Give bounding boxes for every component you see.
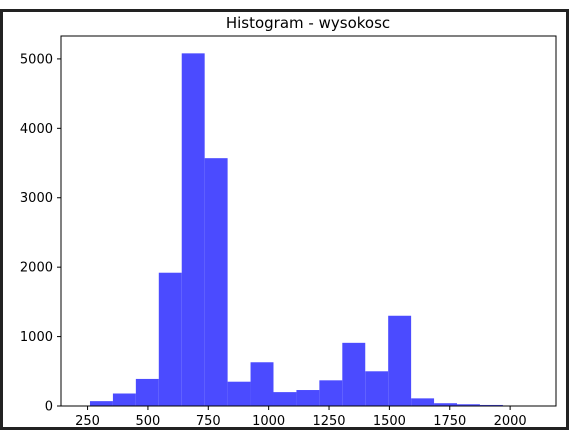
x-tick-label: 1750	[433, 414, 466, 429]
histogram-bar	[205, 158, 228, 406]
histogram-bar	[182, 53, 205, 406]
y-tick-label: 0	[45, 400, 53, 415]
histogram-bar	[273, 392, 296, 406]
x-tick-label: 250	[75, 414, 100, 429]
x-tick-label: 500	[136, 414, 161, 429]
histogram-bar	[319, 380, 342, 406]
histogram-bar	[113, 394, 136, 406]
y-tick-label: 3000	[20, 191, 53, 206]
outer-border	[2, 11, 568, 429]
y-tick-label: 4000	[20, 122, 53, 137]
histogram-bar	[251, 362, 274, 406]
chart-title: Histogram - wysokosc	[226, 14, 390, 32]
histogram-bar	[136, 379, 159, 406]
histogram-bar	[388, 316, 411, 406]
x-tick-label: 2000	[494, 414, 527, 429]
histogram-bar	[365, 371, 388, 406]
histogram-bar	[296, 390, 319, 406]
histogram-bar	[342, 343, 365, 406]
histogram-bar	[90, 401, 113, 406]
histogram-bar	[411, 398, 434, 406]
histogram-bar	[159, 273, 182, 406]
x-tick-label: 1500	[373, 414, 406, 429]
y-tick-label: 2000	[20, 261, 53, 276]
histogram-bar	[228, 382, 251, 406]
x-tick-label: 1000	[252, 414, 285, 429]
x-tick-label: 750	[196, 414, 221, 429]
y-tick-label: 5000	[20, 52, 53, 67]
x-tick-label: 1250	[312, 414, 345, 429]
y-tick-label: 1000	[20, 330, 53, 345]
